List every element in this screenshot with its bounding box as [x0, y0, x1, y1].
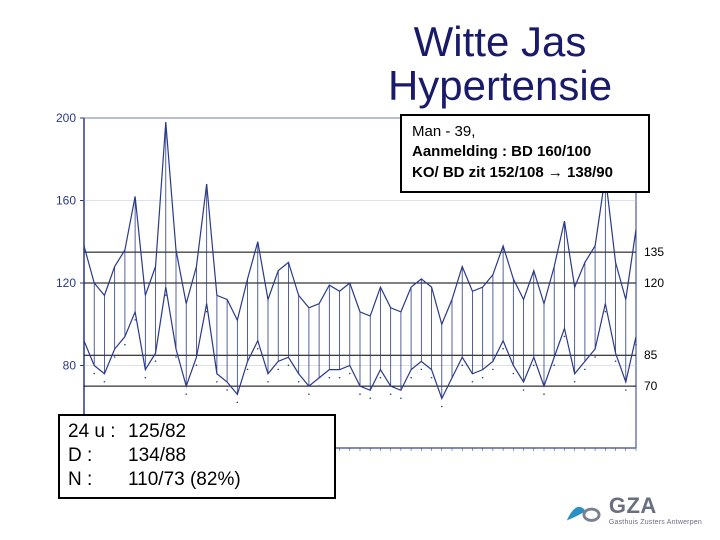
stats-label: D : — [68, 444, 128, 468]
svg-text:70: 70 — [644, 379, 658, 393]
page-title: Witte Jas Hypertensie — [320, 20, 680, 108]
patient-info-box: Man - 39, Aanmelding : BD 160/100 KO/ BD… — [400, 114, 650, 193]
stats-label: 24 u : — [68, 420, 128, 444]
gza-logo: GZA Gasthuis Zusters Antwerpen — [563, 493, 702, 526]
svg-text:120: 120 — [644, 276, 664, 290]
gza-logo-text: GZA Gasthuis Zusters Antwerpen — [609, 493, 702, 526]
summary-stats-box: 24 u : 125/82 D : 134/88 N : 110/73 (82%… — [58, 414, 336, 499]
info-line-3: KO/ BD zit 152/108 → 138/90 — [412, 163, 638, 183]
svg-text:200: 200 — [56, 111, 76, 125]
gza-logo-subtitle: Gasthuis Zusters Antwerpen — [609, 519, 702, 526]
gza-logo-icon — [563, 495, 601, 525]
stats-row-24u: 24 u : 125/82 — [68, 420, 326, 444]
stats-label: N : — [68, 468, 128, 492]
svg-text:120: 120 — [56, 276, 76, 290]
svg-text:135: 135 — [644, 245, 664, 259]
svg-text:160: 160 — [56, 194, 76, 208]
gza-logo-name: GZA — [609, 493, 702, 519]
stats-row-night: N : 110/73 (82%) — [68, 468, 326, 492]
stats-row-day: D : 134/88 — [68, 444, 326, 468]
svg-text:80: 80 — [63, 359, 77, 373]
info-line-2: Aanmelding : BD 160/100 — [412, 142, 638, 162]
info-line-1: Man - 39, — [412, 122, 638, 142]
stats-value: 134/88 — [128, 444, 326, 468]
stats-value: 110/73 (82%) — [128, 468, 326, 492]
stats-value: 125/82 — [128, 420, 326, 444]
svg-text:85: 85 — [644, 348, 658, 362]
